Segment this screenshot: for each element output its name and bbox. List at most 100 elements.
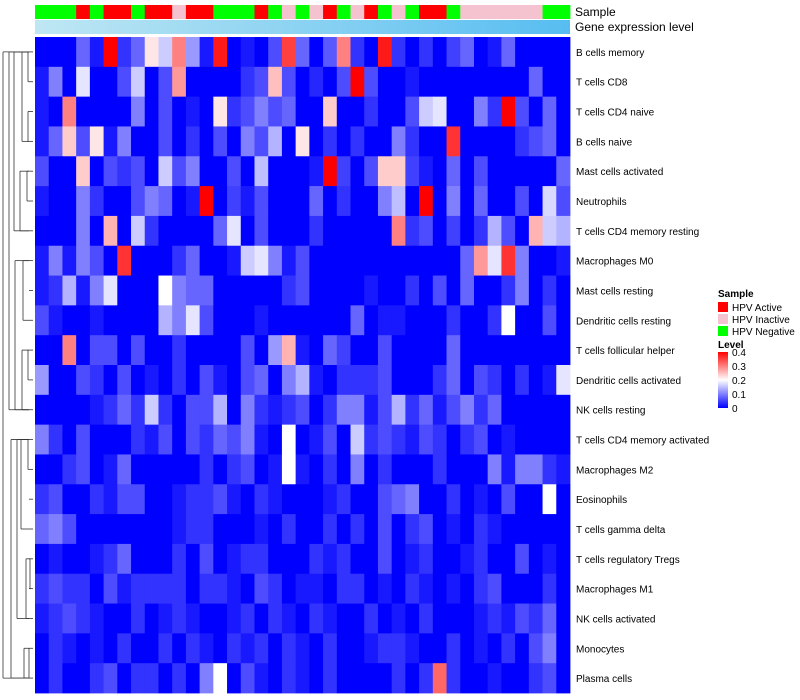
heatmap-cell <box>254 245 269 276</box>
heatmap-cell <box>89 66 104 98</box>
heatmap-cell <box>364 37 379 68</box>
heatmap-cell <box>227 543 242 575</box>
heatmap-cell <box>419 543 434 575</box>
heatmap-cell <box>295 573 310 604</box>
heatmap-cell <box>76 394 91 426</box>
heatmap-cell <box>254 96 269 127</box>
heatmap-cell <box>542 394 557 426</box>
heatmap-cell <box>309 603 324 634</box>
heatmap-cell <box>48 365 63 396</box>
heatmap-cell <box>295 305 310 336</box>
heatmap-cell <box>419 156 434 187</box>
heatmap-cell <box>350 365 365 396</box>
heatmap-cell <box>556 663 571 694</box>
heatmap-cell <box>336 514 351 545</box>
heatmap-cell <box>309 245 324 276</box>
heatmap-cell <box>144 454 159 485</box>
heatmap-cell <box>76 245 91 276</box>
heatmap-cell <box>268 394 283 426</box>
heatmap-cell <box>131 215 146 247</box>
heatmap-cell <box>268 156 283 187</box>
heatmap-cell <box>240 66 255 98</box>
sample-annotation-cell <box>268 5 283 19</box>
heatmap-cell <box>76 365 91 396</box>
heatmap-cell <box>185 603 201 634</box>
heatmap-cell <box>240 156 255 187</box>
heatmap-cell <box>281 663 297 694</box>
heatmap-cell <box>309 424 324 455</box>
heatmap-cell <box>323 37 338 68</box>
heatmap-cells <box>35 37 571 694</box>
heatmap-cell <box>515 424 530 455</box>
heatmap-cell <box>460 215 475 247</box>
heatmap-cell <box>35 156 50 187</box>
heatmap-cell <box>501 484 516 515</box>
heatmap-cell <box>515 275 530 306</box>
heatmap-cell <box>528 245 543 276</box>
heatmap-cell <box>62 126 77 157</box>
heatmap-cell <box>35 335 50 366</box>
heatmap-cell <box>336 663 351 694</box>
heatmap-cell <box>89 633 104 664</box>
heatmap-cell <box>528 484 543 515</box>
level-legend: Level 0.4 0.3 0.2 0.1 0 <box>718 340 746 415</box>
heatmap-cell <box>185 633 201 664</box>
heatmap-cell <box>158 484 173 515</box>
heatmap-cell <box>213 305 228 336</box>
heatmap-cell <box>144 573 159 604</box>
heatmap-cell <box>542 275 557 306</box>
heatmap-cell <box>515 514 530 545</box>
heatmap-cell <box>268 365 283 396</box>
heatmap-cell <box>76 186 91 217</box>
heatmap-cell <box>213 424 228 455</box>
heatmap-cell <box>254 663 269 694</box>
heatmap-cell <box>185 663 201 694</box>
heatmap-cell <box>446 335 461 366</box>
heatmap-cell <box>556 335 571 366</box>
heatmap-cell <box>432 66 447 98</box>
heatmap-cell <box>254 305 269 336</box>
heatmap-cell <box>227 663 242 694</box>
heatmap-cell <box>254 454 269 485</box>
sample-annotation-cell <box>350 5 365 19</box>
heatmap-cell <box>48 484 63 515</box>
level-legend-tick: 0.4 <box>732 348 746 359</box>
heatmap-cell <box>515 126 530 157</box>
heatmap-cell <box>515 245 530 276</box>
heatmap-cell <box>405 663 420 694</box>
heatmap-cell <box>336 96 351 127</box>
heatmap-cell <box>268 66 283 98</box>
heatmap-cell <box>76 454 91 485</box>
heatmap-cell <box>528 37 543 68</box>
heatmap-cell <box>336 603 351 634</box>
heatmap-cell <box>487 126 502 157</box>
heatmap-cell <box>432 275 447 306</box>
heatmap-cell <box>35 96 50 127</box>
heatmap-cell <box>199 215 214 247</box>
heatmap-cell <box>528 215 543 247</box>
heatmap-cell <box>76 275 91 306</box>
heatmap-cell <box>48 305 63 336</box>
heatmap-cell <box>487 96 502 127</box>
heatmap-cell <box>542 305 557 336</box>
heatmap-cell <box>432 543 447 575</box>
heatmap-cell <box>89 305 104 336</box>
heatmap-cell <box>473 37 489 68</box>
heatmap-cell <box>487 394 502 426</box>
heatmap-cell <box>473 484 489 515</box>
heatmap-cell <box>281 275 297 306</box>
heatmap-cell <box>460 305 475 336</box>
heatmap-cell <box>405 603 420 634</box>
heatmap-cell <box>254 156 269 187</box>
heatmap-cell <box>515 633 530 664</box>
heatmap-cell <box>473 663 489 694</box>
heatmap-cell <box>460 484 475 515</box>
heatmap-cell <box>103 96 118 127</box>
heatmap-cell <box>117 454 132 485</box>
heatmap-cell <box>117 37 132 68</box>
heatmap-cell <box>432 514 447 545</box>
heatmap-cell <box>336 275 351 306</box>
heatmap-cell <box>117 66 132 98</box>
heatmap-cell <box>350 603 365 634</box>
heatmap-cell <box>89 663 104 694</box>
